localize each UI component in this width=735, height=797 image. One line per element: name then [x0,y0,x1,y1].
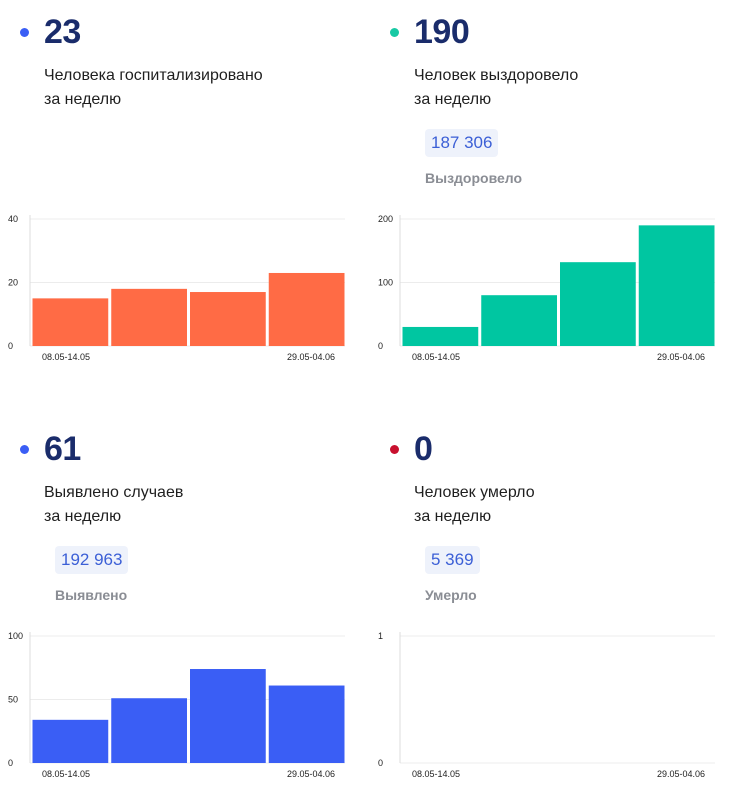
bar [190,292,266,346]
stat-value: 23 [44,13,81,51]
stat-panel-recovered: 190 Человек выздоровело за неделю 187 30… [370,0,715,380]
indicator-dot [20,445,29,454]
y-tick-label: 100 [8,631,23,641]
stat-description: Выявлено случаев за неделю [44,481,324,529]
bar-chart: 0 50 100 08.05-14.05 29.05-04.06 [8,631,345,779]
y-tick-label: 0 [378,758,383,768]
stat-description-line: за неделю [44,91,122,108]
y-tick-label: 20 [8,278,18,288]
y-tick-label: 100 [378,278,393,288]
bar-chart: 0 20 40 08.05-14.05 29.05-04.06 [8,214,345,362]
x-tick-label: 29.05-04.06 [657,352,705,362]
stat-description-line: за неделю [414,91,492,108]
bar [190,669,266,763]
stat-panel-detected: 61 Выявлено случаев за неделю 192 963 Вы… [0,417,345,797]
bar [638,225,715,346]
total-badge: 5 369 [425,546,480,574]
y-tick-label: 50 [8,695,18,705]
bar [111,698,187,763]
stat-value: 61 [44,430,81,468]
indicator-dot [390,28,399,37]
stat-description-line: за неделю [414,508,492,525]
x-tick-label: 29.05-04.06 [287,352,335,362]
total-badge: 192 963 [55,546,129,574]
stat-description-line: Выявлено случаев [44,484,184,501]
bar [111,288,187,346]
bar [32,719,109,763]
y-tick-label: 0 [378,341,383,351]
x-tick-label: 29.05-04.06 [657,769,705,779]
total-badge: 187 306 [425,129,499,157]
bar-chart: 0 100 200 08.05-14.05 29.05-04.06 [378,214,715,362]
y-tick-label: 0 [8,758,13,768]
indicator-dot [20,28,29,37]
stat-value: 0 [414,430,433,468]
bar [268,272,345,346]
y-tick-label: 40 [8,214,18,224]
bar [32,298,109,346]
stat-description-line: Человек выздоровело [414,67,579,84]
stat-description: Человек выздоровело за неделю [414,64,694,112]
y-tick-label: 1 [378,631,383,641]
y-tick-label: 200 [378,214,393,224]
total-label: Выздоровело [425,170,523,186]
bar [560,262,636,346]
stat-panel-hospitalized: 23 Человека госпитализировано за неделю … [0,0,345,380]
indicator-dot [390,445,399,454]
stat-panel-deaths: 0 Человек умерло за неделю 5 369 Умерло … [370,417,715,797]
stat-description: Человек умерло за неделю [414,481,694,529]
x-tick-label: 29.05-04.06 [287,769,335,779]
stat-description-line: Человек умерло [414,484,535,501]
stat-value: 190 [414,13,470,51]
total-label: Выявлено [55,587,128,603]
x-tick-label: 08.05-14.05 [42,352,90,362]
bar-chart: 0 1 08.05-14.05 29.05-04.06 [378,631,715,779]
total-label: Умерло [425,587,477,603]
y-tick-label: 0 [8,341,13,351]
x-tick-label: 08.05-14.05 [42,769,90,779]
bar [268,685,345,763]
stat-description: Человека госпитализировано за неделю [44,64,324,112]
x-tick-label: 08.05-14.05 [412,352,460,362]
stat-description-line: Человека госпитализировано [44,67,263,84]
x-tick-label: 08.05-14.05 [412,769,460,779]
bar [481,295,557,346]
stat-description-line: за неделю [44,508,122,525]
bar [402,326,479,346]
